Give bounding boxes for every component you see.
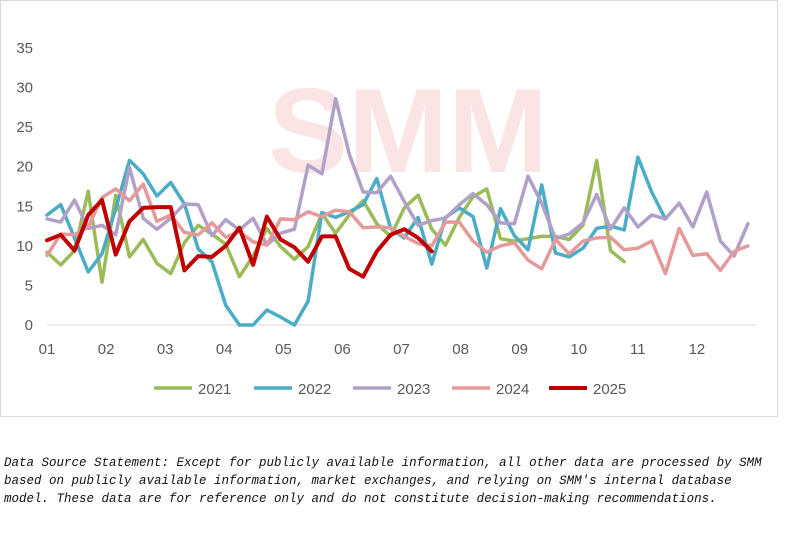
x-tick-label: 09: [511, 341, 528, 358]
legend-label-2021: 2021: [198, 381, 231, 398]
y-axis: 0 5 10 15 20 25 30 35: [16, 40, 33, 334]
y-tick-label: 10: [16, 238, 33, 255]
x-tick-label: 12: [689, 341, 706, 358]
y-tick-label: 20: [16, 159, 33, 176]
x-tick-label: 11: [630, 341, 646, 358]
legend-label-2023: 2023: [397, 381, 430, 398]
series-line-2021: [45, 158, 626, 285]
y-tick-label: 5: [25, 277, 33, 294]
y-tick-label: 0: [25, 317, 33, 334]
legend: 2021 2022 2023 2024 2025: [154, 381, 626, 398]
x-tick-label: 07: [393, 341, 410, 358]
chart-frame: [0, 0, 778, 417]
y-tick-label: 15: [16, 198, 33, 215]
legend-label-2025: 2025: [593, 381, 626, 398]
watermark-logo: SMM: [268, 64, 548, 198]
legend-label-2024: 2024: [496, 381, 529, 398]
watermark-text: SMM: [268, 64, 548, 198]
x-tick-label: 06: [334, 341, 351, 358]
y-tick-label: 25: [16, 119, 33, 136]
y-tick-label: 30: [16, 80, 33, 97]
data-source-statement: Data Source Statement: Except for public…: [4, 456, 762, 506]
x-tick-label: 01: [39, 341, 56, 358]
x-tick-label: 04: [216, 341, 233, 358]
x-tick-label: 02: [98, 341, 115, 358]
series-layer: [45, 96, 750, 327]
x-tick-label: 03: [157, 341, 174, 358]
series-line-2022: [45, 155, 668, 327]
series-line-2025: [45, 198, 434, 279]
x-tick-label: 08: [452, 341, 469, 358]
y-tick-label: 35: [16, 40, 33, 57]
series-line-2023: [45, 96, 750, 258]
legend-label-2022: 2022: [298, 381, 331, 398]
x-tick-label: 10: [570, 341, 587, 358]
x-tick-label: 05: [275, 341, 292, 358]
x-axis: 01 02 03 04 05 06 07 08 09 10 11 12: [39, 341, 706, 358]
